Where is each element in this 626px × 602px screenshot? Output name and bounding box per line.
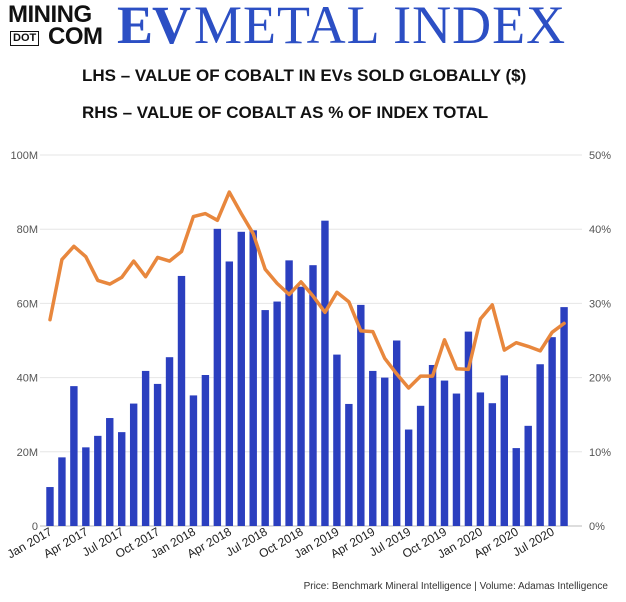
bar bbox=[404, 429, 413, 526]
bar bbox=[560, 307, 568, 526]
bar bbox=[46, 487, 54, 526]
x-tick-label: Jul 2020 bbox=[510, 524, 557, 559]
y-right-tick-label: 0% bbox=[589, 521, 605, 533]
y-right-tick-label: 50% bbox=[589, 150, 611, 162]
bar bbox=[381, 377, 389, 526]
y-left-tick-label: 0 bbox=[32, 521, 38, 533]
bar bbox=[428, 364, 437, 526]
bar bbox=[249, 230, 257, 527]
bar bbox=[106, 418, 114, 526]
bar bbox=[488, 403, 497, 526]
subtitle-lhs: LHS – VALUE OF COBALT IN EVs SOLD GLOBAL… bbox=[82, 66, 527, 85]
bar bbox=[464, 331, 473, 526]
line-series bbox=[48, 190, 566, 390]
bar bbox=[118, 432, 126, 526]
bar bbox=[476, 392, 485, 526]
bar bbox=[500, 375, 508, 526]
bar bbox=[189, 395, 198, 526]
bar bbox=[201, 375, 210, 526]
bar bbox=[452, 393, 461, 526]
logo-dot-badge: DOT bbox=[10, 31, 40, 46]
bar bbox=[213, 228, 222, 526]
bar bbox=[309, 265, 317, 526]
bar bbox=[333, 354, 341, 526]
logo-mining-text: MINING bbox=[8, 1, 92, 28]
bar bbox=[548, 337, 556, 526]
y-left-tick-label: 80M bbox=[17, 224, 38, 236]
bar bbox=[225, 261, 234, 526]
y-left-tick-label: 40M bbox=[17, 373, 38, 385]
banner-title: METAL INDEX bbox=[194, 0, 567, 55]
bar bbox=[285, 260, 293, 526]
bar bbox=[129, 403, 138, 526]
banner-ev: EV bbox=[117, 0, 191, 55]
bar bbox=[440, 380, 449, 526]
bar bbox=[297, 286, 305, 526]
y-left-tick-label: 20M bbox=[17, 447, 38, 459]
line-layer bbox=[48, 190, 566, 390]
y-right-tick-label: 20% bbox=[589, 373, 611, 385]
bar bbox=[321, 220, 329, 526]
bar bbox=[237, 231, 245, 526]
bar bbox=[416, 405, 425, 526]
subtitle-rhs: RHS – VALUE OF COBALT AS % OF INDEX TOTA… bbox=[82, 103, 489, 122]
bar bbox=[345, 403, 353, 526]
bars-layer bbox=[46, 220, 568, 527]
bar bbox=[177, 275, 186, 526]
y-right-tick-label: 40% bbox=[589, 224, 611, 236]
y-right-tick-label: 30% bbox=[589, 298, 611, 310]
bar bbox=[141, 370, 150, 526]
bar bbox=[392, 340, 401, 526]
logo-com-text: COM bbox=[48, 23, 103, 50]
bar bbox=[165, 357, 174, 526]
bar bbox=[273, 301, 281, 526]
bar bbox=[82, 447, 90, 526]
bar bbox=[524, 425, 532, 526]
bar bbox=[369, 370, 377, 526]
bar bbox=[153, 383, 162, 526]
bar bbox=[94, 435, 102, 526]
source-note: Price: Benchmark Mineral Intelligence | … bbox=[303, 581, 608, 592]
bar bbox=[512, 448, 520, 526]
bar bbox=[536, 364, 544, 526]
bar bbox=[70, 386, 78, 526]
bar bbox=[261, 310, 269, 526]
y-left-tick-label: 60M bbox=[17, 298, 38, 310]
bar bbox=[58, 457, 66, 526]
y-right-tick-label: 10% bbox=[589, 447, 611, 459]
y-left-tick-label: 100M bbox=[10, 150, 38, 162]
bar bbox=[357, 304, 365, 526]
